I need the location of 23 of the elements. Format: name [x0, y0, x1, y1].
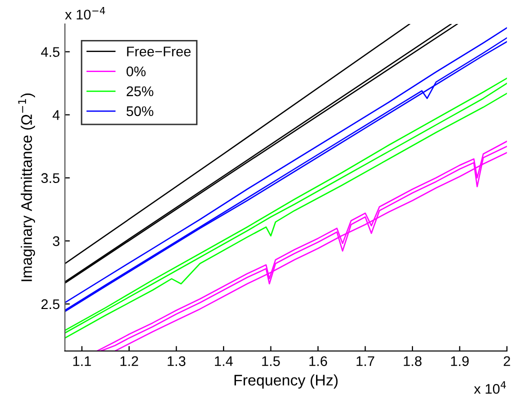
x-tick-label: 1.2	[120, 356, 138, 366]
legend-label: 25%	[126, 86, 154, 96]
x-axis-title: Frequency (Hz)	[234, 374, 338, 389]
x-tick-label: 1.8	[404, 356, 422, 366]
text: x 10$^{−4}$	[65, 6, 106, 20]
y-tick-label: 4.5	[41, 47, 60, 57]
x-tick-label: 1.3	[168, 356, 186, 366]
x-tick-label: 1.1	[73, 356, 91, 366]
x-tick-label: 1.6	[309, 356, 328, 366]
text: x 10$^{4}$	[474, 381, 506, 394]
y-axis-title: Imaginary Admittance (Ω$^{−1}$)	[18, 94, 36, 282]
x-tick-label: 2	[504, 356, 510, 366]
y-tick-label: 4	[52, 110, 60, 120]
legend-label: 50%	[126, 106, 154, 116]
x-tick-label: 1.7	[356, 356, 374, 366]
y-tick-label: 2.5	[41, 299, 60, 310]
x-tick-label: 1.9	[451, 356, 469, 366]
x-tick-label: 1.5	[262, 356, 280, 366]
y-tick-label: 3.5	[41, 173, 60, 184]
x-tick-label: 1.4	[214, 356, 233, 366]
legend-label: 0%	[126, 66, 146, 76]
legend-label: Free−Free	[127, 46, 191, 56]
y-tick-label: 3	[52, 236, 60, 246]
